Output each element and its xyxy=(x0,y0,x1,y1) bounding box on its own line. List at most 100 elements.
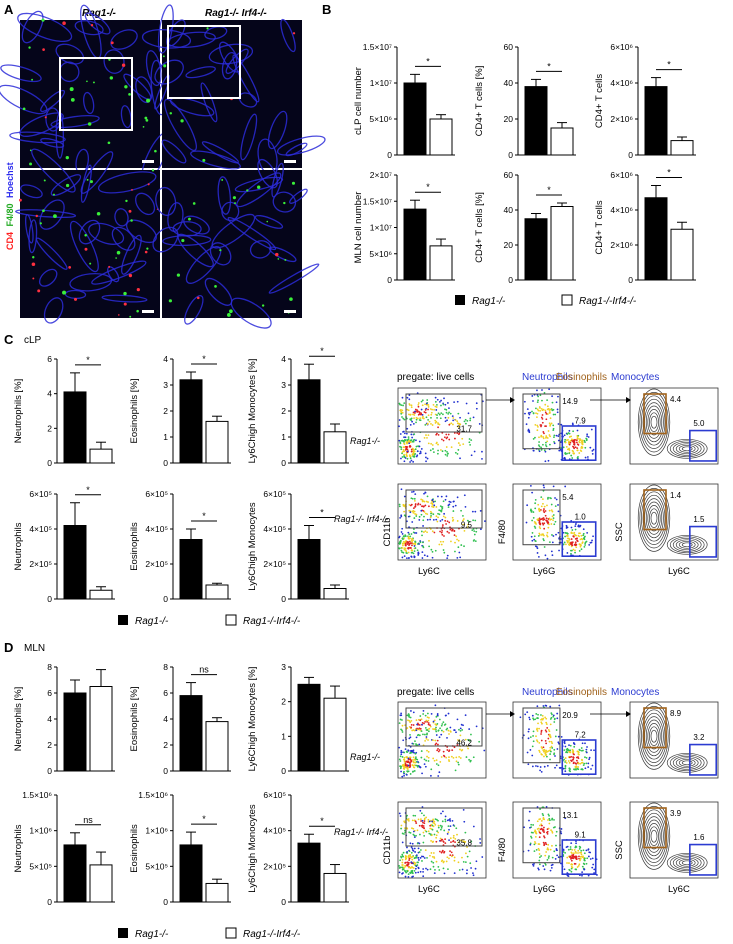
event-dot xyxy=(568,449,571,451)
flow-row-label-rag1-irf4: Rag1-/- Irf4-/- xyxy=(334,827,388,837)
event-dot xyxy=(540,823,543,826)
legend-swatch-white xyxy=(225,614,237,626)
event-dot xyxy=(416,758,419,761)
event-dot xyxy=(536,820,539,823)
event-dot xyxy=(441,820,444,823)
event-dot xyxy=(404,542,407,545)
event-dot xyxy=(425,830,428,833)
flow-row-label-rag1-irf4: Rag1-/- Irf4-/- xyxy=(334,514,388,524)
event-dot xyxy=(571,532,573,534)
event-dot xyxy=(448,839,450,842)
event-dot xyxy=(556,411,559,414)
event-dot xyxy=(425,500,428,503)
contour-line xyxy=(639,488,669,549)
event-dot xyxy=(579,855,582,858)
event-dot xyxy=(413,869,416,872)
event-dot xyxy=(405,540,407,542)
event-dot xyxy=(443,860,445,863)
event-dot xyxy=(400,410,402,413)
event-dot xyxy=(427,756,430,759)
event-dot xyxy=(412,490,415,493)
event-dot xyxy=(552,535,555,537)
event-dot xyxy=(401,547,403,549)
event-dot xyxy=(543,843,546,845)
event-dot xyxy=(408,758,411,761)
contour-line xyxy=(672,755,702,770)
event-dot xyxy=(566,751,569,754)
event-dot xyxy=(541,824,543,827)
event-dot xyxy=(532,412,535,414)
event-dot xyxy=(449,501,452,504)
event-dot xyxy=(567,848,570,851)
event-dot xyxy=(577,852,579,854)
event-dot xyxy=(410,406,413,409)
flow-plot: 9.5 xyxy=(397,483,487,561)
event-dot xyxy=(429,528,432,530)
event-dot xyxy=(585,849,588,852)
event-dot xyxy=(538,859,541,862)
event-dot xyxy=(550,745,553,748)
event-dot xyxy=(428,820,431,823)
event-dot xyxy=(432,818,435,821)
event-dot xyxy=(453,432,456,434)
gate-box-monocytes xyxy=(689,429,718,462)
event-dot xyxy=(579,762,582,765)
y-tick-label: 20 xyxy=(504,240,514,250)
event-dot xyxy=(414,752,417,755)
event-dot xyxy=(421,534,423,537)
event-dot xyxy=(424,530,427,532)
f480-signal xyxy=(70,98,75,102)
microscopy-col1-title: Rag1-/- xyxy=(82,8,117,19)
event-dot xyxy=(410,759,413,762)
event-dot xyxy=(446,736,448,739)
event-dot xyxy=(445,433,448,436)
event-dot xyxy=(551,856,554,859)
flow-header-neutrophils: Neutrophils xyxy=(522,687,573,698)
event-dot xyxy=(434,823,437,826)
event-dot xyxy=(408,398,411,401)
event-dot xyxy=(584,456,587,459)
event-dot xyxy=(571,854,573,857)
event-dot xyxy=(430,442,433,445)
event-dot xyxy=(541,399,543,402)
event-dot xyxy=(570,859,573,862)
event-dot xyxy=(445,860,448,863)
y-tick-label: 0 xyxy=(628,275,633,285)
event-dot xyxy=(403,495,406,498)
contour-line xyxy=(678,858,696,867)
event-dot xyxy=(463,529,466,532)
hoechst-signal xyxy=(0,64,42,83)
event-dot xyxy=(400,531,403,533)
event-dot xyxy=(428,420,431,423)
event-dot xyxy=(399,516,402,519)
event-dot xyxy=(446,856,449,859)
event-dot xyxy=(577,757,580,760)
event-dot xyxy=(527,763,530,766)
f480-signal xyxy=(144,116,148,120)
y-tick-label: 0 xyxy=(281,766,286,776)
event-dot xyxy=(449,412,452,415)
gate-box xyxy=(405,489,483,529)
contour-line xyxy=(649,726,659,746)
event-dot xyxy=(441,529,444,532)
event-dot xyxy=(531,765,534,768)
event-dot xyxy=(573,532,575,535)
event-dot xyxy=(408,442,411,445)
event-dot xyxy=(459,457,461,460)
hoechst-signal xyxy=(31,148,76,193)
event-dot xyxy=(474,540,477,543)
event-dot xyxy=(542,828,545,831)
event-dot xyxy=(581,871,584,873)
event-dot xyxy=(541,753,543,756)
event-dot xyxy=(446,520,449,523)
hoechst-signal xyxy=(204,277,233,306)
event-dot xyxy=(414,412,416,414)
event-dot xyxy=(462,523,465,526)
legend-swatch-black xyxy=(455,295,465,305)
event-dot xyxy=(570,760,573,762)
y-tick-label: 0 xyxy=(508,275,513,285)
gate-box xyxy=(405,393,483,433)
flow-header-eosinophils: Eosinophils xyxy=(556,372,607,383)
event-dot xyxy=(546,534,548,537)
event-dot xyxy=(536,518,539,521)
